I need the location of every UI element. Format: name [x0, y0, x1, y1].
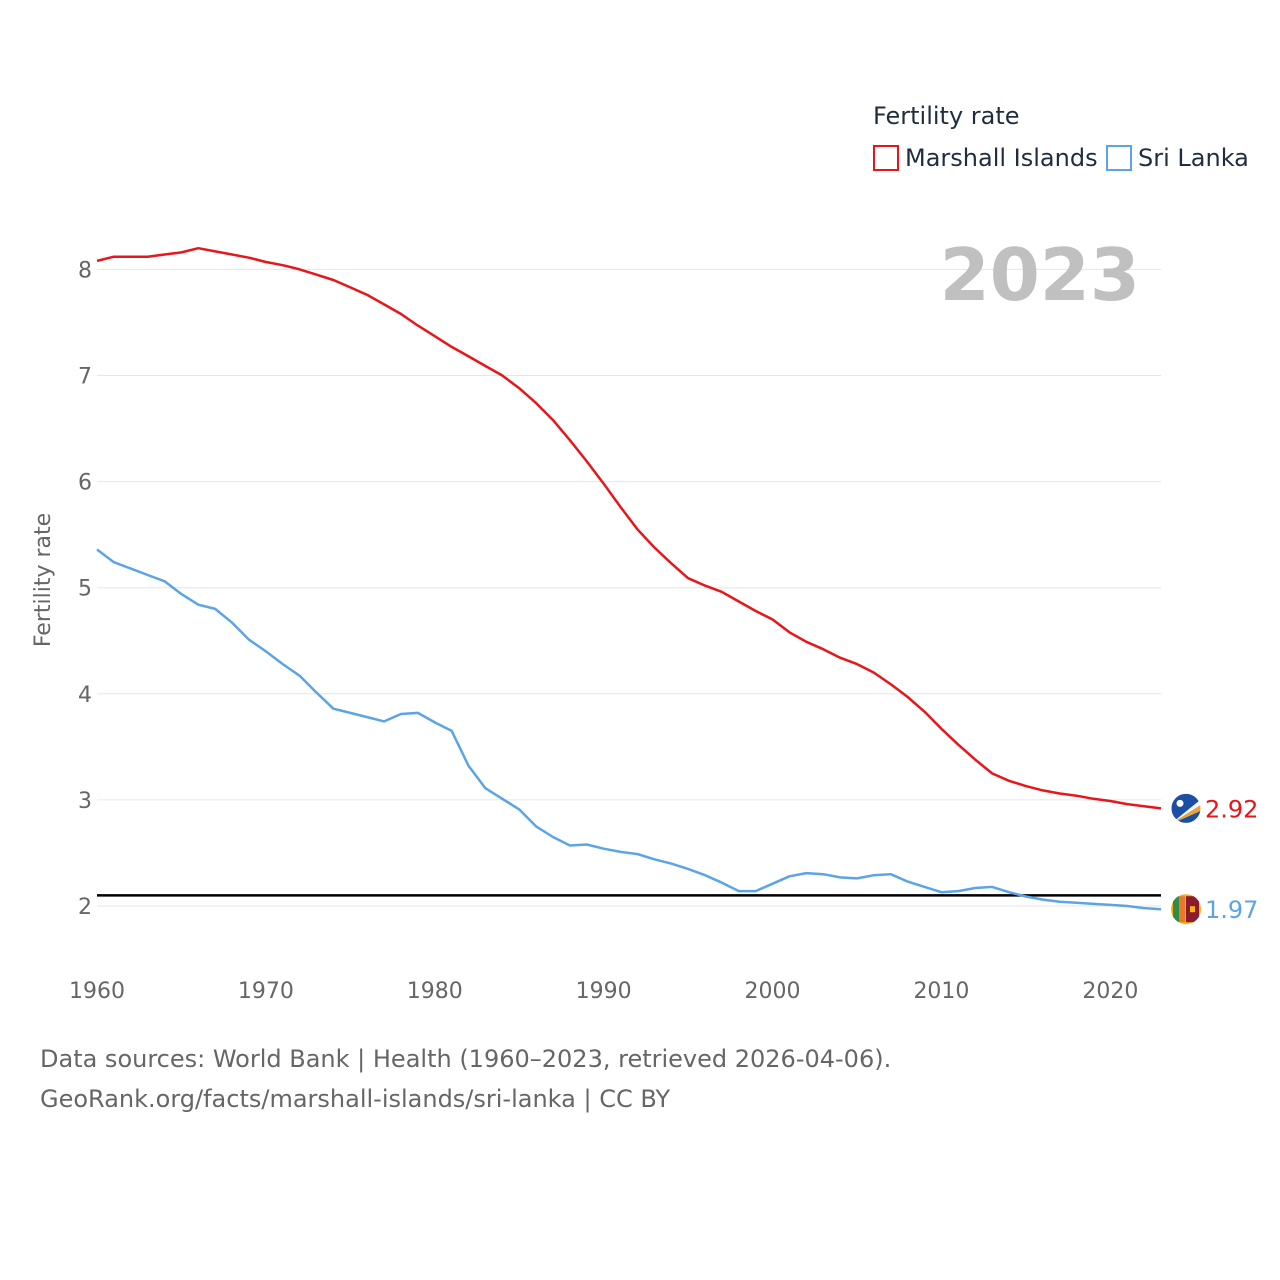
x-tick-label: 1980: [407, 979, 463, 1004]
y-tick-labels: 2 3 4 5 6 7 8: [78, 258, 92, 920]
fertility-chart: 2 3 4 5 6 7 8 1960 1970 1980 1990 2000 2010 2020 Fer…: [31, 102, 1258, 1004]
attribution-link[interactable]: GeoRank.org/facts/marshall-islands/sri-l…: [40, 1085, 671, 1113]
y-tick-label: 6: [78, 471, 92, 496]
y-tick-label: 8: [78, 258, 92, 283]
marshall-islands-flag-icon: [1170, 792, 1202, 824]
x-tick-label: 1960: [69, 979, 125, 1004]
legend-swatch-sri-lanka: [1106, 145, 1132, 171]
x-tick-labels: 1960 1970 1980 1990 2000 2010 2020: [69, 979, 1138, 1004]
year-label: 2023: [940, 233, 1140, 317]
legend-title: Fertility rate: [873, 102, 1020, 130]
sri-lanka-flag-icon: [1171, 894, 1201, 925]
legend-item-marshall-islands[interactable]: Marshall Islands: [873, 144, 1098, 172]
y-tick-label: 5: [78, 577, 92, 602]
y-tick-label: 7: [78, 365, 92, 390]
legend-item-sri-lanka[interactable]: Sri Lanka: [1106, 144, 1249, 172]
series-line-sri-lanka: [96, 548, 1162, 911]
series-line-marshall-islands: [96, 246, 1162, 810]
y-tick-label: 3: [78, 789, 92, 814]
y-tick-label: 2: [78, 895, 92, 920]
data-sources-note: Data sources: World Bank | Health (1960–…: [40, 1045, 892, 1073]
x-tick-label: 1990: [576, 979, 632, 1004]
y-axis-title: Fertility rate: [31, 513, 56, 647]
x-tick-label: 1970: [238, 979, 294, 1004]
end-value-marshall-islands: 2.92: [1205, 795, 1258, 823]
legend: Fertility rate Marshall Islands Sri Lank…: [873, 102, 1249, 172]
legend-label-marshall-islands: Marshall Islands: [905, 144, 1098, 172]
x-tick-label: 2010: [913, 979, 969, 1004]
end-value-sri-lanka: 1.97: [1205, 896, 1258, 924]
legend-swatch-marshall-islands: [873, 145, 899, 171]
series-lines: [96, 246, 1162, 911]
legend-label-sri-lanka: Sri Lanka: [1138, 144, 1249, 172]
x-tick-label: 2020: [1082, 979, 1138, 1004]
x-tick-label: 2000: [745, 979, 801, 1004]
gridlines: [97, 268, 1161, 907]
y-tick-label: 4: [78, 683, 92, 708]
